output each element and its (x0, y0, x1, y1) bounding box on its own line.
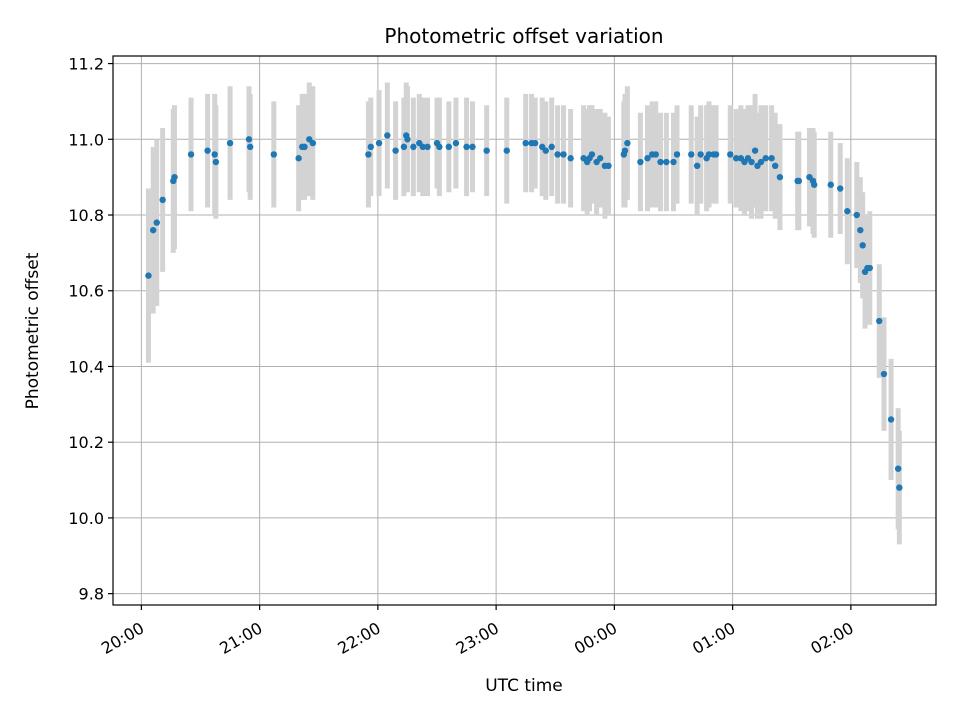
data-point (637, 158, 644, 166)
data-point (145, 272, 152, 279)
data-point (309, 139, 317, 147)
data-point (436, 143, 443, 151)
data-point (844, 208, 851, 215)
data-point (762, 155, 769, 162)
data-point (400, 143, 408, 151)
data-point (748, 158, 755, 166)
data-point (697, 151, 704, 158)
data-point (644, 155, 651, 162)
x-axis-title: UTC time (485, 676, 563, 696)
data-point (187, 151, 195, 158)
data-point (424, 143, 431, 151)
data-point (365, 151, 372, 158)
data-point (705, 151, 713, 158)
data-point (560, 151, 567, 158)
data-point (554, 151, 561, 158)
data-point (503, 147, 510, 154)
data-point (404, 136, 411, 143)
data-point (896, 484, 903, 491)
data-point (226, 139, 234, 147)
data-point (811, 181, 818, 188)
data-point (588, 151, 596, 158)
data-point (712, 151, 720, 158)
chart-title: Photometric offset variation (384, 24, 663, 48)
data-point (531, 139, 539, 147)
data-point (727, 151, 734, 158)
data-point (663, 158, 670, 166)
data-point (757, 158, 765, 166)
data-point (246, 143, 254, 151)
data-point (894, 465, 902, 472)
data-point (751, 147, 759, 154)
data-point (795, 177, 803, 185)
data-point (211, 151, 218, 158)
data-point (522, 139, 529, 147)
data-point (469, 143, 476, 151)
data-point (853, 211, 860, 219)
y-tick-label: 10.8 (68, 206, 104, 225)
data-point (171, 173, 178, 181)
data-point (688, 151, 695, 158)
data-point (567, 155, 574, 162)
y-tick-label: 10.2 (68, 433, 104, 452)
data-point (410, 143, 417, 151)
data-point (887, 416, 895, 423)
data-point (419, 143, 427, 151)
data-point (445, 143, 453, 151)
data-point (771, 162, 779, 169)
y-tick-label: 11.0 (68, 130, 104, 149)
data-point (384, 132, 391, 139)
data-point (463, 143, 470, 151)
data-point (542, 147, 549, 154)
data-point (876, 317, 883, 325)
data-point (857, 226, 864, 234)
data-point (827, 181, 834, 188)
data-point (452, 139, 460, 147)
y-tick-label: 10.6 (68, 282, 104, 301)
data-point (367, 143, 374, 151)
data-point (859, 242, 866, 249)
data-point (652, 151, 659, 158)
data-point (245, 136, 253, 143)
y-axis-ticks: 9.8 10.0 10.2 10.4 10.6 10.8 11.0 11.2 (68, 55, 113, 604)
y-axis-title: Photometric offset (23, 252, 43, 409)
data-point (776, 173, 784, 181)
data-point (866, 264, 873, 272)
data-point (621, 147, 629, 154)
y-tick-label: 10.4 (68, 357, 104, 376)
data-point (670, 158, 677, 166)
data-point (693, 162, 701, 169)
y-tick-label: 11.2 (68, 55, 104, 74)
data-point (605, 162, 612, 169)
data-point (301, 143, 308, 151)
data-point (150, 226, 157, 234)
y-tick-label: 10.0 (68, 509, 104, 528)
plot-frame (112, 55, 937, 606)
data-point (483, 147, 490, 154)
data-point (673, 151, 681, 158)
data-point (837, 185, 844, 192)
data-point (295, 155, 302, 162)
data-point (392, 147, 399, 154)
data-point (548, 143, 555, 151)
data-point (596, 155, 604, 162)
data-point (657, 158, 664, 166)
data-point (375, 139, 383, 147)
data-point (212, 158, 220, 166)
data-points (145, 132, 903, 491)
y-tick-label: 9.8 (79, 585, 104, 604)
data-point (159, 196, 166, 204)
data-point (270, 151, 278, 158)
data-point (880, 370, 888, 378)
data-point (624, 139, 631, 147)
data-point (732, 155, 740, 162)
data-point (768, 155, 775, 162)
data-point (153, 219, 160, 226)
data-point (204, 147, 211, 154)
